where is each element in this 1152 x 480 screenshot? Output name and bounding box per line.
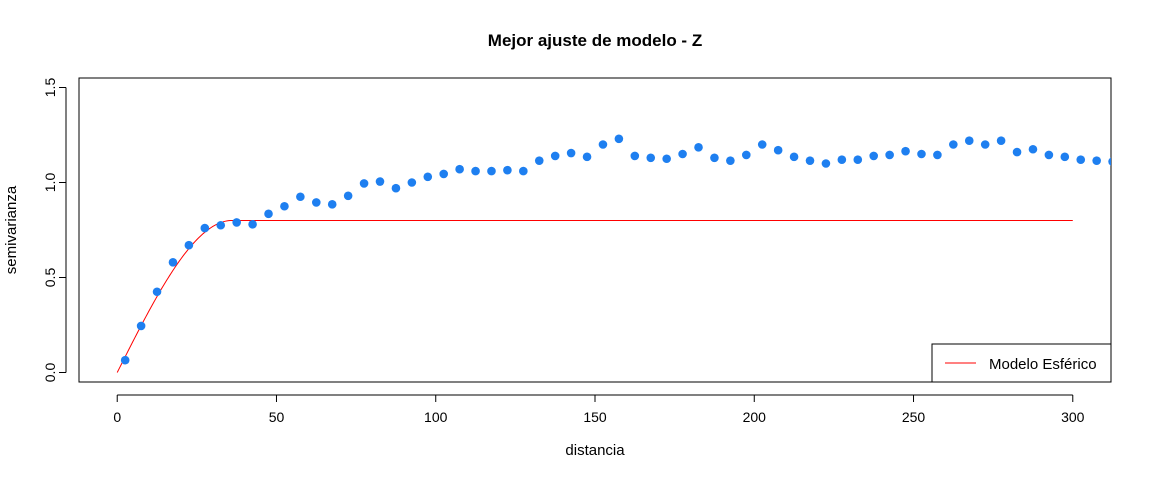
data-point (168, 258, 178, 267)
data-point (184, 240, 194, 250)
data-point (789, 152, 799, 162)
data-point (120, 355, 130, 365)
plot-area-border (78, 77, 1112, 383)
data-point (933, 150, 942, 160)
x-tick-label: 0 (113, 409, 121, 425)
data-point (200, 223, 210, 233)
data-point (710, 153, 719, 163)
data-point (630, 151, 640, 161)
data-point (614, 134, 624, 144)
data-point (885, 150, 894, 160)
data-point (1028, 144, 1038, 154)
data-point (503, 165, 512, 175)
data-point (757, 140, 767, 149)
data-point (773, 145, 783, 155)
data-point (248, 220, 257, 229)
data-point (136, 321, 146, 331)
x-tick-label: 250 (902, 409, 926, 425)
y-tick-label: 1.5 (42, 78, 58, 98)
data-point (1108, 157, 1111, 166)
data-point (264, 209, 273, 219)
x-tick-label: 50 (269, 409, 285, 425)
data-point (853, 155, 863, 164)
data-point (869, 151, 878, 161)
data-point (996, 136, 1006, 145)
data-points-layer (120, 134, 1111, 365)
data-point (407, 178, 417, 187)
data-point (550, 151, 560, 161)
data-point (917, 149, 926, 159)
data-point (423, 172, 433, 182)
data-point (216, 220, 226, 230)
y-axis-label: semivarianza (3, 185, 20, 274)
data-point (359, 179, 369, 188)
data-point (949, 140, 958, 149)
data-point (821, 159, 831, 168)
chart-title: Mejor ajuste de modelo - Z (488, 31, 702, 50)
data-point (980, 140, 990, 149)
data-point (296, 192, 305, 202)
data-point (1076, 155, 1086, 164)
model-curve-spherical (116, 220, 1073, 373)
data-point (312, 198, 321, 207)
y-tick-label: 1.0 (42, 173, 58, 193)
data-point (519, 166, 528, 176)
data-point (566, 148, 576, 158)
data-point (694, 143, 703, 152)
x-axis-label: distancia (565, 442, 625, 459)
data-point (534, 156, 544, 165)
data-point (582, 152, 592, 162)
data-point (1092, 156, 1101, 165)
data-point (391, 183, 401, 193)
data-point (964, 136, 974, 145)
data-point (598, 140, 608, 149)
x-tick-label: 200 (743, 409, 767, 425)
data-point (1060, 152, 1070, 162)
data-point (455, 164, 464, 174)
data-point (1044, 150, 1054, 160)
y-axis: 0.0 0.5 1.0 1.5 (42, 78, 67, 383)
data-point (487, 166, 496, 176)
data-point (375, 177, 385, 186)
data-point (805, 156, 815, 165)
x-axis: 0 50 100 150 200 250 300 (113, 394, 1085, 425)
data-point (742, 150, 751, 160)
data-point (726, 156, 735, 165)
y-tick-label: 0.0 (42, 363, 58, 383)
data-point (232, 218, 241, 227)
data-point (646, 153, 656, 163)
x-tick-label: 300 (1061, 409, 1085, 425)
data-point (1012, 147, 1022, 157)
data-point (837, 155, 847, 164)
data-point (678, 149, 687, 159)
data-point (327, 200, 337, 209)
legend: Modelo Esférico (931, 343, 1112, 383)
x-tick-label: 100 (424, 409, 448, 425)
data-point (471, 166, 480, 176)
data-point (280, 201, 289, 211)
data-point (439, 169, 449, 179)
data-point (152, 287, 162, 297)
data-point (343, 191, 353, 201)
model-line-layer (116, 220, 1073, 373)
x-tick-label: 150 (583, 409, 607, 425)
data-point (901, 146, 910, 156)
y-tick-label: 0.5 (42, 268, 58, 288)
legend-label-modelo-esferico: Modelo Esférico (989, 356, 1097, 373)
data-point (662, 154, 671, 164)
